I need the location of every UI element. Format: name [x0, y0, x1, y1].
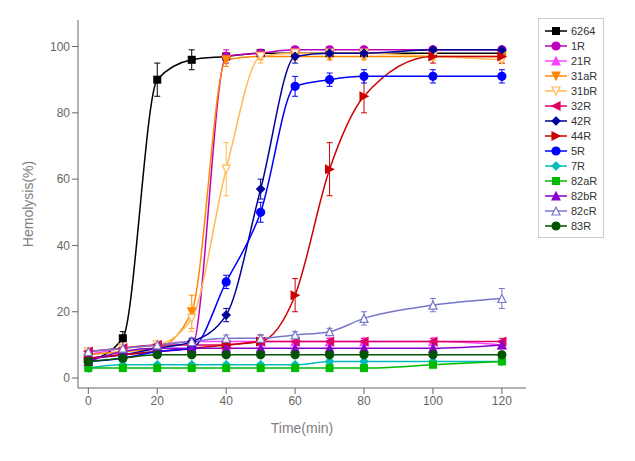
- html-text:21R: 21R: [571, 54, 592, 67]
- svg-text:60: 60: [57, 172, 71, 186]
- svg-text:120: 120: [492, 394, 512, 408]
- svg-text:60: 60: [288, 394, 302, 408]
- html-text:1R: 1R: [571, 39, 586, 52]
- svg-text:40: 40: [220, 394, 234, 408]
- svg-text:80: 80: [357, 394, 371, 408]
- html-text:31aR: 31aR: [571, 69, 598, 82]
- html-text:82bR: 82bR: [571, 189, 598, 202]
- svg-text:40: 40: [57, 239, 71, 253]
- html-text:31bR: 31bR: [571, 84, 598, 97]
- html-text:82aR: 82aR: [571, 174, 598, 187]
- svg-text:100: 100: [423, 394, 443, 408]
- svg-text:80: 80: [57, 106, 71, 120]
- svg-text:20: 20: [57, 305, 71, 319]
- html-text:82cR: 82cR: [571, 204, 597, 217]
- svg-text:0: 0: [63, 371, 70, 385]
- html-text:44R: 44R: [571, 129, 592, 142]
- svg-text:100: 100: [50, 40, 70, 54]
- html-text:5R: 5R: [571, 144, 586, 157]
- html-text:7R: 7R: [571, 159, 586, 172]
- html-text:32R: 32R: [571, 99, 592, 112]
- svg-text:Time(min): Time(min): [271, 420, 333, 436]
- svg-text:20: 20: [151, 394, 165, 408]
- svg-text:Hemolysis(%): Hemolysis(%): [20, 161, 36, 247]
- html-text:83R: 83R: [571, 219, 592, 232]
- html-text:42R: 42R: [571, 114, 592, 127]
- svg-text:0: 0: [85, 394, 92, 408]
- html-text:6264: 6264: [571, 24, 596, 37]
